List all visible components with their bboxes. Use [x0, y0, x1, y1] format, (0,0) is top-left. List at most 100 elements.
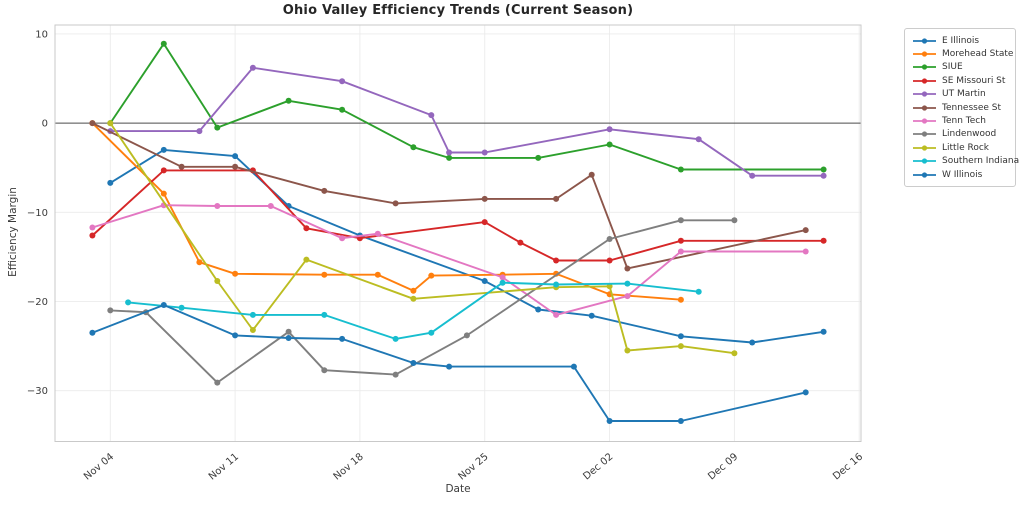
legend-item-morehead-state: Morehead State — [912, 47, 1013, 60]
data-point-marker — [802, 389, 809, 396]
data-point-marker — [89, 232, 96, 239]
data-point-marker — [428, 112, 435, 119]
data-point-marker — [249, 311, 256, 318]
series-tennessee-st — [89, 120, 809, 272]
legend-line-sample — [913, 38, 936, 44]
data-point-marker — [481, 219, 488, 226]
data-point-marker — [606, 257, 613, 264]
data-point-marker — [677, 237, 684, 244]
data-point-marker — [570, 363, 577, 370]
data-point-marker — [160, 40, 167, 47]
data-point-marker — [588, 171, 595, 178]
legend-label: Tenn Tech — [942, 116, 986, 127]
data-point-marker — [677, 248, 684, 255]
x-tick-label: Dec 16 — [831, 451, 865, 482]
data-point-marker — [160, 190, 167, 197]
data-point-marker — [677, 296, 684, 303]
data-point-marker — [303, 225, 310, 232]
legend-line-sample — [913, 158, 936, 164]
legend-item-lindenwood: Lindenwood — [912, 128, 1008, 141]
legend-label: Lindenwood — [942, 129, 997, 140]
data-point-marker — [321, 271, 328, 278]
data-point-marker — [392, 335, 399, 342]
data-point-marker — [677, 418, 684, 424]
data-point-marker — [481, 278, 488, 284]
data-point-marker — [428, 272, 435, 279]
series-line — [109, 122, 736, 355]
data-point-marker — [232, 332, 239, 339]
data-point-marker — [214, 379, 221, 386]
legend-line-sample — [913, 145, 936, 151]
legend-label: UT Martin — [942, 89, 986, 100]
legend-item-little-rock: Little Rock — [912, 141, 1008, 154]
data-point-marker — [517, 239, 524, 246]
data-point-marker — [446, 149, 453, 156]
x-tick-label: Nov 04 — [82, 451, 116, 482]
data-point-marker — [481, 149, 488, 156]
data-point-marker — [802, 227, 809, 234]
data-point-marker — [820, 166, 827, 173]
legend-label: E Illinois — [942, 35, 980, 46]
x-tick-label: Nov 18 — [332, 451, 366, 482]
legend-item-se-missouri-st: SE Missouri St — [912, 74, 1008, 87]
data-point-marker — [695, 288, 702, 295]
data-point-marker — [749, 339, 756, 346]
chart-title: Ohio Valley Efficiency Trends (Current S… — [282, 3, 634, 18]
data-point-marker — [535, 306, 542, 313]
data-point-marker — [374, 271, 381, 278]
data-point-marker — [499, 279, 506, 286]
data-point-marker — [214, 203, 221, 209]
data-point-marker — [463, 332, 470, 339]
data-point-marker — [339, 106, 346, 113]
data-point-marker — [285, 335, 292, 341]
data-point-marker — [553, 257, 560, 264]
data-point-marker — [606, 141, 613, 148]
data-point-marker — [606, 126, 613, 133]
data-point-marker — [677, 166, 684, 173]
legend-line-sample — [913, 51, 936, 57]
series-e-illinois — [107, 146, 827, 346]
legend-line-sample — [913, 91, 936, 97]
data-point-marker — [160, 167, 167, 174]
data-point-marker — [285, 328, 292, 335]
legend-line-sample — [913, 131, 936, 138]
data-point-marker — [303, 256, 310, 263]
legend-line-sample — [913, 105, 936, 111]
legend-label: SE Missouri St — [942, 75, 1006, 86]
data-point-marker — [214, 124, 221, 131]
data-point-marker — [321, 187, 328, 194]
series-little-rock — [107, 120, 738, 357]
data-point-marker — [606, 418, 613, 424]
series-line — [109, 219, 736, 384]
series-line — [109, 148, 825, 344]
data-point-marker — [178, 304, 185, 311]
data-point-marker — [624, 347, 631, 354]
legend-label: Little Rock — [942, 142, 989, 153]
data-point-marker — [321, 367, 328, 374]
data-point-marker — [428, 329, 435, 336]
data-point-marker — [410, 144, 417, 151]
data-point-marker — [178, 163, 185, 170]
legend-item-tennessee-st: Tennessee St — [912, 101, 1008, 114]
data-point-marker — [553, 311, 560, 318]
y-tick-label: 0 — [42, 119, 48, 130]
series-tenn-tech — [89, 202, 809, 318]
data-point-marker — [677, 343, 684, 350]
legend-item-e-illinois: E Illinois — [912, 34, 1008, 47]
data-point-marker — [695, 136, 702, 143]
data-point-marker — [321, 311, 328, 318]
data-point-marker — [624, 280, 631, 287]
data-point-marker — [446, 363, 453, 370]
data-point-marker — [107, 120, 114, 127]
data-point-marker — [606, 236, 613, 242]
legend-label: Southern Indiana — [942, 156, 1020, 167]
data-point-marker — [535, 154, 542, 161]
data-point-marker — [392, 371, 399, 378]
data-point-marker — [606, 283, 613, 290]
data-point-marker — [160, 146, 167, 153]
data-point-marker — [89, 120, 96, 127]
data-point-marker — [107, 307, 114, 314]
series-ut-martin — [107, 64, 827, 179]
x-axis-label: Date — [445, 483, 471, 495]
